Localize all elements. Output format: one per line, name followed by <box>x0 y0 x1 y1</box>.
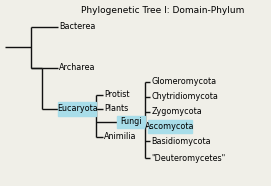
Text: Basidiomycota: Basidiomycota <box>151 137 211 146</box>
Bar <box>58 102 96 116</box>
Text: Plants: Plants <box>104 104 128 113</box>
Text: Archarea: Archarea <box>59 63 96 72</box>
Text: Eucaryota: Eucaryota <box>57 104 98 113</box>
Text: Fungi: Fungi <box>120 117 141 126</box>
Text: Ascomycota: Ascomycota <box>145 122 195 131</box>
Bar <box>117 116 145 128</box>
Text: Chytridiomycota: Chytridiomycota <box>151 92 218 101</box>
Text: Animilia: Animilia <box>104 132 136 141</box>
Text: Bacterea: Bacterea <box>59 23 95 31</box>
Bar <box>148 121 192 132</box>
Text: Protist: Protist <box>104 90 129 99</box>
Text: Phylogenetic Tree I: Domain-Phylum: Phylogenetic Tree I: Domain-Phylum <box>81 6 244 15</box>
Text: Zygomycota: Zygomycota <box>151 107 202 116</box>
Text: "Deuteromycetes": "Deuteromycetes" <box>151 154 225 163</box>
Text: Glomeromycota: Glomeromycota <box>151 77 216 86</box>
